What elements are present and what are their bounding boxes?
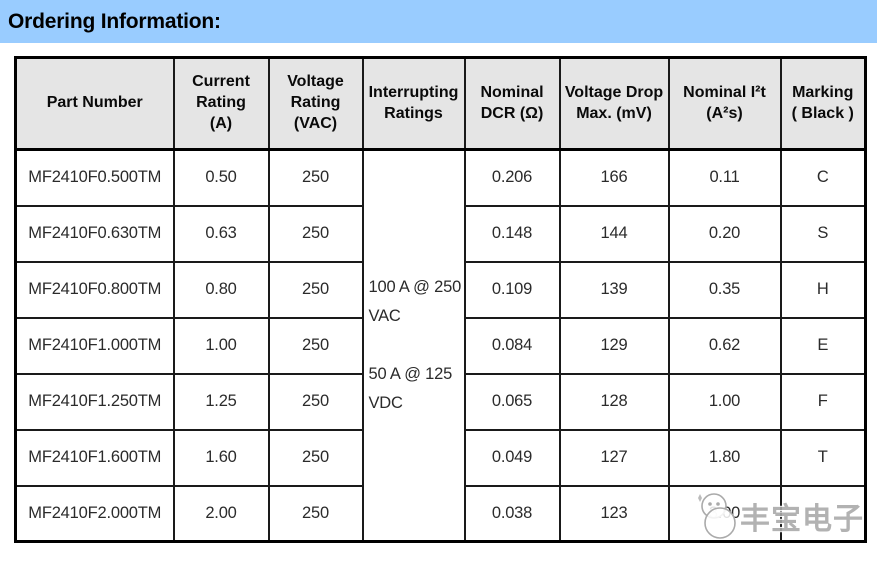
voltage-rating-cell: 250 (267, 484, 364, 543)
voltage-rating-cell: 250 (267, 148, 364, 207)
dcr-cell: 0.206 (463, 148, 561, 207)
current-rating-cell: 0.50 (172, 148, 270, 207)
part-number-cell: MF2410F1.000TM (14, 316, 175, 375)
voltage-rating-cell: 250 (267, 204, 364, 263)
column-header-interrupting-ratings: Interrupting Ratings (361, 56, 466, 151)
page-title: Ordering Information: (8, 10, 221, 33)
table-row: MF2410F0.630TM 0.63 250 0.148 144 0.20 S (14, 204, 867, 263)
i2t-cell: 0.20 (667, 204, 782, 263)
table-body: MF2410F0.500TM 0.50 250 100 A @ 250 VAC 50 … (14, 148, 867, 543)
marking-cell: H (779, 260, 867, 319)
table-row: MF2410F1.000TM 1.00 250 0.084 129 0.62 E (14, 316, 867, 375)
part-number-cell: MF2410F0.500TM (14, 148, 175, 207)
part-number-cell: MF2410F0.630TM (14, 204, 175, 263)
part-number-cell: MF2410F1.250TM (14, 372, 175, 431)
voltage-drop-cell: 139 (558, 260, 670, 319)
column-header-voltage-rating: Voltage Rating (VAC) (267, 56, 364, 151)
column-header-nominal-i2t: Nominal I²t (A²s) (667, 56, 782, 151)
column-header-voltage-drop-max: Voltage Drop Max. (mV) (558, 56, 670, 151)
table-row: MF2410F0.800TM 0.80 250 0.109 139 0.35 H (14, 260, 867, 319)
i2t-cell: 1.00 (667, 372, 782, 431)
current-rating-cell: 1.60 (172, 428, 270, 487)
marking-cell: C (779, 148, 867, 207)
marking-cell: E (779, 316, 867, 375)
i2t-cell: 3.00 (667, 484, 782, 543)
i2t-cell: 1.80 (667, 428, 782, 487)
part-number-cell: MF2410F0.800TM (14, 260, 175, 319)
dcr-cell: 0.148 (463, 204, 561, 263)
i2t-cell: 0.62 (667, 316, 782, 375)
part-number-cell: MF2410F2.000TM (14, 484, 175, 543)
current-rating-cell: 0.63 (172, 204, 270, 263)
current-rating-cell: 1.25 (172, 372, 270, 431)
i2t-cell: 0.11 (667, 148, 782, 207)
voltage-drop-cell: 128 (558, 372, 670, 431)
voltage-rating-cell: 250 (267, 428, 364, 487)
dcr-cell: 0.049 (463, 428, 561, 487)
voltage-drop-cell: 166 (558, 148, 670, 207)
dcr-cell: 0.038 (463, 484, 561, 543)
current-rating-cell: 1.00 (172, 316, 270, 375)
table-row: MF2410F1.250TM 1.25 250 0.065 128 1.00 F (14, 372, 867, 431)
table-row: MF2410F1.600TM 1.60 250 0.049 127 1.80 T (14, 428, 867, 487)
column-header-marking: Marking ( Black ) (779, 56, 867, 151)
voltage-drop-cell: 123 (558, 484, 670, 543)
i2t-cell: 0.35 (667, 260, 782, 319)
title-bar (0, 0, 877, 43)
ordering-information-table: Part Number Current Rating (A) Voltage Rat… (14, 56, 867, 543)
interrupting-ratings-cell: 100 A @ 250 VAC 50 A @ 125 VDC (361, 148, 466, 543)
voltage-rating-cell: 250 (267, 372, 364, 431)
column-header-current-rating: Current Rating (A) (172, 56, 270, 151)
voltage-drop-cell: 144 (558, 204, 670, 263)
voltage-rating-cell: 250 (267, 260, 364, 319)
part-number-cell: MF2410F1.600TM (14, 428, 175, 487)
dcr-cell: 0.109 (463, 260, 561, 319)
column-header-nominal-dcr: Nominal DCR (Ω) (463, 56, 561, 151)
voltage-drop-cell: 127 (558, 428, 670, 487)
header-row: Part Number Current Rating (A) Voltage Rat… (14, 56, 867, 151)
marking-cell: F (779, 372, 867, 431)
marking-cell: S (779, 204, 867, 263)
dcr-cell: 0.065 (463, 372, 561, 431)
table-row: MF2410F0.500TM 0.50 250 100 A @ 250 VAC 50 … (14, 148, 867, 543)
dcr-cell: 0.084 (463, 316, 561, 375)
column-header-part-number: Part Number (14, 56, 175, 151)
marking-cell (779, 484, 867, 543)
current-rating-cell: 2.00 (172, 484, 270, 543)
voltage-drop-cell: 129 (558, 316, 670, 375)
voltage-rating-cell: 250 (267, 316, 364, 375)
current-rating-cell: 0.80 (172, 260, 270, 319)
table-row: MF2410F2.000TM 2.00 250 0.038 123 3.00 (14, 484, 867, 543)
marking-cell: T (779, 428, 867, 487)
